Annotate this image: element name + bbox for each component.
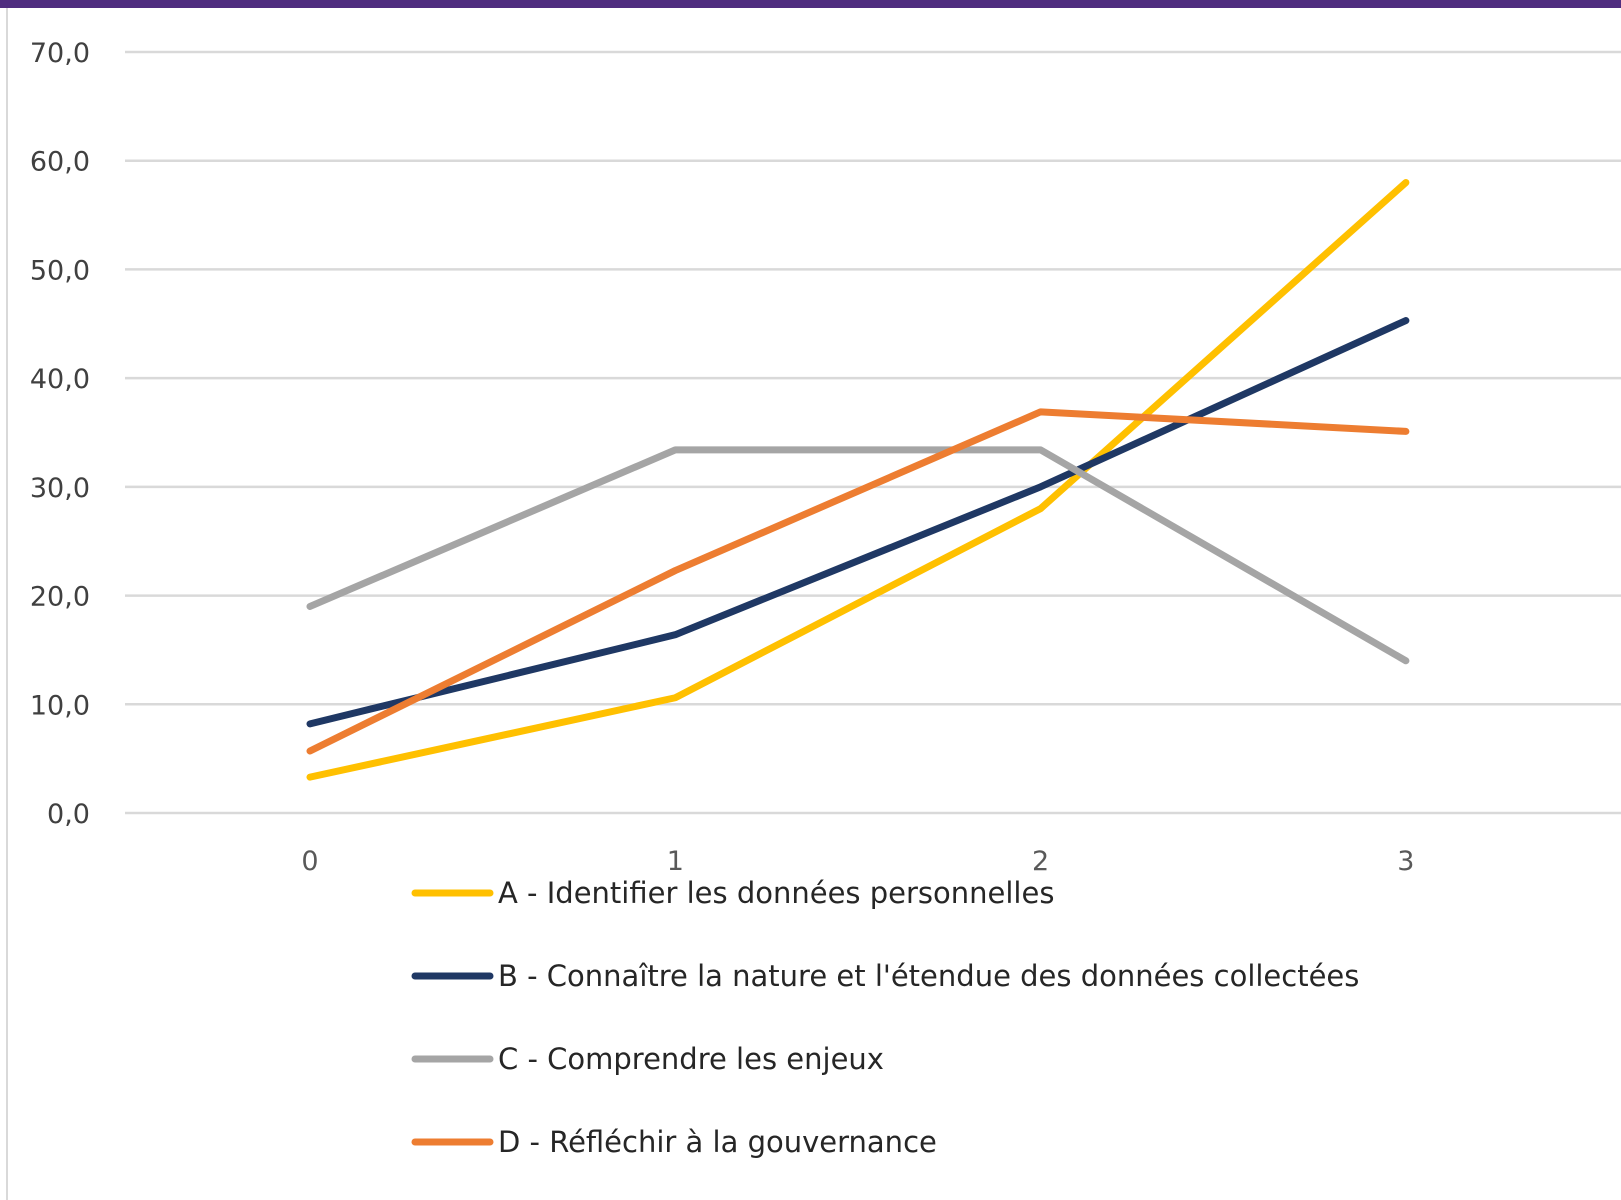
x-tick-label: 1 bbox=[667, 846, 684, 877]
series-line bbox=[306, 317, 1410, 728]
y-tick-label: 10,0 bbox=[30, 690, 90, 721]
series-lines bbox=[306, 178, 1410, 781]
legend-label: A - Identifier les données personnelles bbox=[498, 876, 1054, 910]
y-tick-label: 40,0 bbox=[30, 364, 90, 395]
series-line bbox=[306, 408, 1410, 755]
x-tick-label: 3 bbox=[1397, 846, 1414, 877]
y-tick-label: 60,0 bbox=[30, 147, 90, 178]
window-top-bar bbox=[0, 0, 1621, 8]
y-tick-label: 0,0 bbox=[47, 799, 90, 830]
x-tick-label: 2 bbox=[1032, 846, 1049, 877]
x-tick-label: 0 bbox=[301, 846, 318, 877]
y-tick-label: 30,0 bbox=[30, 473, 90, 504]
y-tick-label: 70,0 bbox=[30, 38, 90, 69]
y-tick-label: 50,0 bbox=[30, 255, 90, 286]
legend-label: D - Réfléchir à la gouvernance bbox=[498, 1125, 937, 1159]
series-line bbox=[306, 178, 1410, 781]
legend: A - Identifier les données personnelles B… bbox=[411, 876, 1359, 1159]
x-axis-ticks: 0 1 2 3 bbox=[301, 846, 1414, 877]
legend-label: C - Comprendre les enjeux bbox=[498, 1042, 884, 1076]
series-line bbox=[306, 446, 1410, 665]
chart-frame-border bbox=[6, 8, 8, 1200]
y-axis-ticks: 0,0 10,0 20,0 30,0 40,0 50,0 60,0 70,0 bbox=[30, 38, 90, 830]
legend-label: B - Connaître la nature et l'étendue des… bbox=[498, 959, 1359, 993]
y-tick-label: 20,0 bbox=[30, 582, 90, 613]
